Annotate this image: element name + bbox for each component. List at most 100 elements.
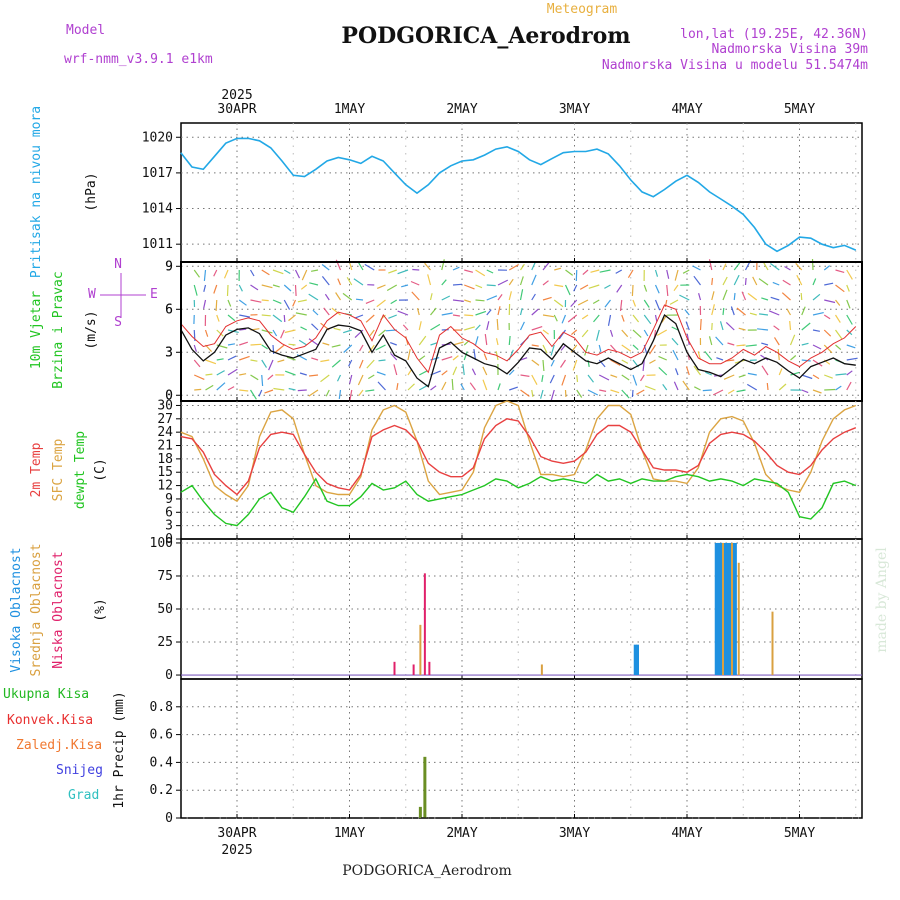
precip-bar: [423, 756, 427, 818]
wind-arrow: [705, 371, 712, 376]
wind-arrow: [531, 344, 539, 347]
wind-arrow: [715, 336, 724, 346]
wind-arrow: [711, 277, 714, 286]
wind-arrow: [812, 329, 821, 332]
wind-arrow: [812, 312, 824, 316]
wind-arrow: [846, 381, 852, 391]
wind-arrow: [322, 342, 330, 346]
wind-arrow: [812, 344, 822, 350]
wind-arrow: [390, 299, 398, 305]
wind-arrow: [702, 389, 712, 392]
wind-arrow: [761, 297, 769, 301]
wind-arrow: [531, 308, 539, 316]
wind-arrow: [564, 284, 571, 296]
wind-arrow: [643, 284, 648, 292]
wind-arrow: [598, 344, 602, 352]
wind-arrow: [376, 299, 386, 308]
wind-arrow: [789, 320, 792, 331]
wind-arrow: [288, 387, 296, 391]
wind-arrow: [553, 299, 564, 308]
model-label: Model: [66, 23, 105, 38]
wind-arrow: [571, 329, 578, 336]
wind-arrow: [727, 389, 735, 395]
compass-n: N: [114, 257, 122, 272]
precip-ytick-label: 0.8: [150, 700, 173, 715]
wind-arrow: [452, 366, 458, 376]
wind-arrow: [320, 359, 330, 363]
wind-arrow: [621, 344, 632, 352]
pressure-panel: 1011 1014 1017 1020: [142, 122, 863, 263]
wind-arrow: [749, 312, 757, 316]
wind-arrow: [599, 269, 611, 273]
wind-arrow: [768, 310, 780, 316]
wind-arrow: [781, 292, 791, 301]
cloud-mid-ylabel: Srednja Oblacnost: [29, 543, 44, 676]
cloud-high-ylabel: Visoka Oblacnost: [9, 547, 24, 672]
wind-arrow: [272, 284, 280, 288]
wind-arrow: [338, 389, 342, 399]
wind-arrow: [215, 299, 218, 312]
wind-arrow: [365, 314, 375, 323]
wind-arrow: [272, 344, 275, 355]
wind-arrow: [632, 329, 642, 338]
wind-arrow: [627, 269, 634, 279]
wind-arrow: [369, 329, 375, 336]
wind-arrow: [482, 379, 488, 391]
wind-arrow: [654, 269, 659, 277]
wind-arrow: [719, 321, 724, 331]
wind-ytick-label: 6: [165, 302, 173, 317]
cloud-bar-high: [727, 542, 731, 676]
wind-arrow: [745, 344, 757, 347]
wind-arrow: [733, 262, 741, 271]
wind-arrow: [348, 359, 353, 367]
wind-arrow: [343, 329, 352, 334]
wind-arrow: [508, 369, 515, 376]
cloud-bar-high: [729, 542, 733, 676]
precip-ytick-label: 0.2: [150, 783, 173, 798]
wind-arrow: [407, 383, 415, 391]
wind-arrow: [416, 308, 420, 316]
bottom-day-label: 1MAY: [334, 826, 365, 841]
wind-arrow: [250, 284, 259, 291]
wind-arrow: [835, 344, 842, 351]
wind-arrow: [761, 342, 769, 346]
wind-arrow: [386, 284, 398, 292]
wind-arrow: [823, 344, 833, 354]
temp-ytick-label: 27: [157, 412, 173, 427]
wind-arrow: [441, 381, 447, 391]
wind-arrow: [760, 354, 769, 361]
wind-arrow: [441, 356, 453, 361]
wind-arrow: [593, 314, 600, 323]
wind-arrow: [388, 314, 397, 319]
wind-arrow: [587, 389, 599, 396]
wind-arrow: [542, 329, 549, 335]
cloud-ytick-label: 50: [157, 602, 173, 617]
wind-arrow: [542, 314, 554, 318]
wind-arrow: [311, 357, 319, 361]
wind-arrow: [558, 329, 566, 340]
wind-arrow: [484, 334, 488, 346]
wind-arrow: [280, 329, 285, 339]
wind-arrow: [462, 364, 465, 376]
wind-arrow: [441, 312, 453, 316]
wind-arrow: [390, 352, 398, 361]
wind-arrow: [227, 314, 236, 322]
wind-arrow: [519, 276, 524, 286]
wind-arrow: [704, 351, 713, 361]
wind-arrow: [358, 344, 364, 352]
wind-arrow: [639, 374, 645, 382]
wind-arrow: [621, 389, 630, 399]
wind-ytick-label: 3: [165, 345, 173, 360]
bottom-day-label: 2MAY: [446, 826, 477, 841]
temp-ytick-label: 30: [157, 398, 173, 413]
cloud-low-ylabel: Niska Oblacnost: [51, 551, 66, 668]
top-day-label: 3MAY: [559, 102, 590, 117]
wind-arrow: [496, 318, 499, 331]
wind-arrow: [277, 359, 285, 363]
wind-arrow: [261, 299, 269, 302]
wind-arrow: [759, 313, 769, 316]
wind-arrow: [364, 263, 375, 271]
wind-arrow: [310, 269, 319, 272]
